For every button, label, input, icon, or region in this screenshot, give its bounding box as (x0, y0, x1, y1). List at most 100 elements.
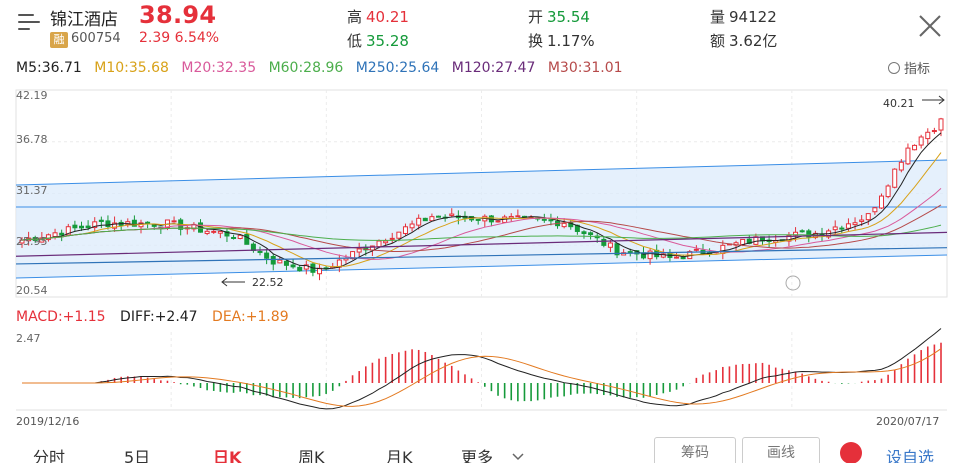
candle-body (224, 231, 230, 237)
tab-daily-k[interactable]: 日K (213, 448, 242, 463)
trend-channel (15, 159, 948, 279)
candle-body (92, 221, 98, 229)
candle-body (872, 207, 878, 213)
candle-body (204, 230, 210, 234)
candle-body (350, 251, 356, 260)
candle-body (905, 147, 911, 165)
ma120-line (15, 231, 948, 257)
candle-body (693, 248, 699, 251)
y-tick-label: 20.54 (16, 284, 48, 297)
channel-lower-line (15, 254, 948, 279)
chevron-down-icon (512, 453, 524, 461)
ma60-value: M60:28.96 (268, 60, 344, 76)
candle-body (402, 226, 408, 234)
candle-body (45, 234, 51, 241)
candle-body (627, 251, 633, 254)
tab-intraday[interactable]: 分时 (33, 448, 66, 463)
candle-body (72, 224, 78, 229)
y-tick-label: 25.95 (16, 235, 48, 248)
candle-body (422, 217, 428, 222)
open-stat: 开 35.54 (528, 8, 590, 26)
menu-icon[interactable] (18, 12, 40, 32)
stock-code: 600754 (71, 31, 121, 46)
candle-body (607, 242, 613, 248)
candle-body (647, 250, 653, 260)
candle-body (250, 243, 256, 251)
ma10-value: M10:35.68 (94, 60, 169, 76)
candle-body (832, 226, 838, 231)
amount-stat: 额 3.62亿 (710, 32, 778, 50)
candle-body (237, 234, 243, 239)
candle-body (436, 215, 442, 218)
candle-body (674, 256, 680, 259)
candle-body (396, 231, 402, 239)
macd-y-tick: 2.47 (16, 332, 41, 345)
ma250-line (15, 247, 948, 265)
ma20-line (21, 188, 942, 260)
candle-body (925, 131, 931, 140)
candle-body (614, 243, 620, 256)
candle-body (145, 221, 151, 225)
tab-weekly-k[interactable]: 周K (298, 448, 325, 463)
ma20-value: M20:32.35 (181, 60, 257, 76)
volume-stat: 量 94122 (710, 8, 777, 26)
indicator-button[interactable]: 指标 (888, 58, 930, 77)
candle-body (680, 256, 686, 260)
candle-body (515, 215, 521, 218)
kline-chart[interactable] (0, 0, 961, 440)
candle-body (151, 224, 157, 227)
candle-body (581, 231, 587, 235)
candle-body (859, 219, 865, 222)
ma10-line (21, 152, 942, 268)
candle-body (297, 266, 303, 272)
macd-chart (22, 328, 942, 410)
candle-body (409, 223, 415, 229)
candle-body (277, 259, 283, 264)
candle-body (244, 233, 250, 245)
candle-body (59, 232, 65, 236)
candle-body (931, 130, 937, 133)
ma30-value: M30:31.01 (547, 60, 623, 76)
candle-body (416, 217, 422, 226)
low-annotation: 22.52 (252, 276, 284, 289)
tab-5day[interactable]: 5日 (124, 448, 151, 463)
candle-body (303, 264, 309, 270)
tab-monthly-k[interactable]: 月K (386, 448, 413, 463)
channel-upper-line (15, 159, 948, 186)
high-annotation: 40.21 (883, 97, 915, 110)
candle-body (217, 230, 223, 234)
candle-body (660, 253, 666, 258)
stock-name: 锦江酒店 (50, 10, 118, 30)
ma5-value: M5:36.71 (16, 60, 82, 76)
add-favorite-button[interactable]: 设自选 (886, 448, 935, 463)
current-price: 38.94 (139, 1, 217, 29)
end-date: 2020/07/17 (876, 415, 940, 428)
start-date: 2019/12/16 (16, 415, 80, 428)
candle-body (211, 230, 217, 233)
candle-body (383, 240, 389, 244)
dea-line (22, 348, 942, 407)
channel-fill (16, 160, 947, 278)
magnifier-icon (785, 275, 801, 291)
candle-body (39, 237, 45, 243)
draw-line-button[interactable]: 画线 (742, 437, 820, 463)
indicator-icon (888, 62, 900, 74)
ma-legend: M5:36.71 M10:35.68 M20:32.35 M60:28.96 M… (16, 60, 631, 76)
diff-value: DIFF:+2.47 (120, 309, 198, 325)
candle-body (892, 168, 898, 188)
tab-more[interactable]: 更多 (461, 444, 524, 463)
close-icon[interactable] (916, 12, 944, 40)
record-icon[interactable] (840, 442, 862, 463)
candle-body (52, 232, 58, 238)
candle-body (475, 218, 481, 221)
candle-body (449, 213, 455, 216)
chips-button[interactable]: 筹码 (654, 437, 736, 463)
dea-value: DEA:+1.89 (212, 309, 289, 325)
candle-body (231, 236, 237, 239)
candle-body (588, 232, 594, 236)
candle-body (376, 240, 382, 248)
ma250-value: M250:25.64 (355, 60, 440, 76)
candle-body (548, 219, 554, 222)
margin-badge: 融 (50, 32, 68, 48)
